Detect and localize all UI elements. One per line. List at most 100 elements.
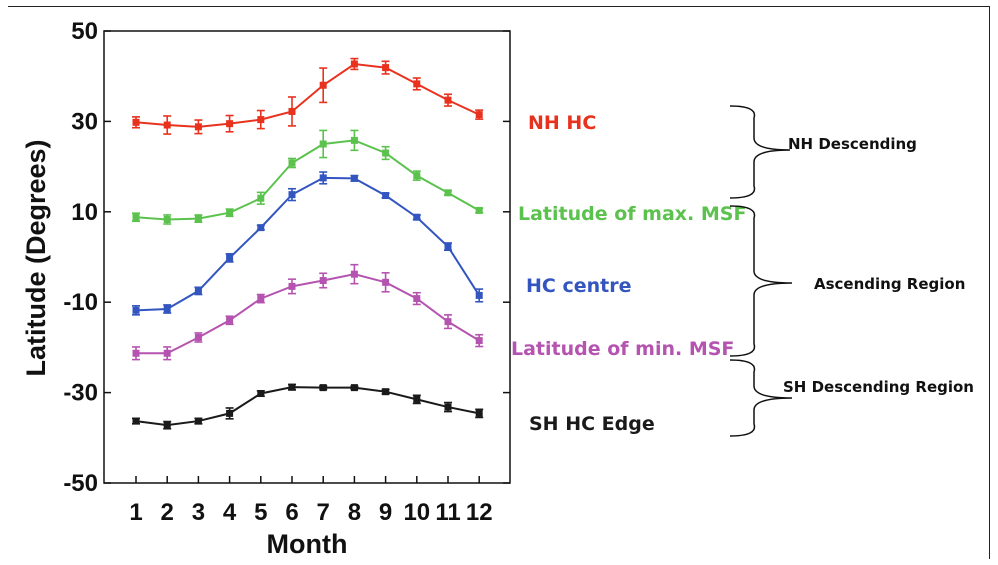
data-point [413,213,421,221]
region-label: SH Descending Region [783,378,974,396]
data-point [288,159,296,167]
data-point [226,120,234,128]
x-tick-label: 2 [161,499,174,526]
data-point [257,390,265,398]
data-point [194,215,202,223]
series-label: NH HC [528,112,596,134]
data-point [319,277,327,285]
data-point [382,278,390,286]
series-3 [132,263,484,361]
data-point [444,189,452,197]
data-point [413,295,421,303]
data-point [257,295,265,303]
data-point [444,96,452,104]
figure-frame [8,6,990,559]
data-point [226,254,234,262]
y-tick-label: -30 [63,380,98,407]
x-tick-label: 10 [403,499,430,526]
series-1 [132,129,484,225]
data-point [444,318,452,326]
y-axis-title: Latitude (Degrees) [21,139,51,376]
data-point [132,306,140,314]
data-point [475,409,483,417]
data-point [163,349,171,357]
data-point [350,136,358,144]
y-tick-label: -50 [63,470,98,497]
data-point [132,349,140,357]
x-tick-label: 12 [466,499,493,526]
series-label: HC centre [526,275,631,297]
data-point [288,282,296,290]
data-point [132,118,140,126]
x-tick-label: 8 [348,499,361,526]
data-point [319,384,327,392]
data-point [226,316,234,324]
data-point [288,107,296,115]
series-0 [132,57,484,135]
data-point [194,417,202,425]
y-tick-label: 50 [71,18,98,45]
data-point [382,64,390,72]
series-4 [132,383,484,430]
region-brace [729,205,793,357]
region-brace [729,105,791,199]
series-line [135,386,480,427]
data-point [413,80,421,88]
data-point [194,333,202,341]
y-tick-label: 30 [71,108,98,135]
series-2 [132,171,484,316]
series-label: Latitude of max. MSF [518,203,746,225]
series-line [135,176,481,312]
x-tick-label: 3 [192,499,205,526]
data-point [350,174,358,182]
data-point [163,121,171,129]
data-point [475,337,483,345]
data-point [194,287,202,295]
data-point [382,192,390,200]
data-point [444,243,452,251]
data-point [132,213,140,221]
data-point [226,209,234,217]
data-point [382,388,390,396]
x-axis-title: Month [267,529,348,559]
x-tick-label: 11 [435,499,460,526]
data-point [288,191,296,199]
data-point [257,116,265,124]
data-point [132,417,140,425]
data-point [413,172,421,180]
x-tick-label: 4 [223,499,237,526]
data-point [475,206,483,214]
region-label: Ascending Region [814,275,965,293]
series-line [135,62,480,128]
series-label: Latitude of min. MSF [511,338,734,360]
data-point [257,224,265,232]
data-point [475,111,483,119]
data-point [319,140,327,148]
data-point [163,421,171,429]
region-brace [729,359,793,437]
plot-area [103,30,511,484]
x-tick-label: 5 [254,499,267,526]
x-tick-label: 1 [129,499,142,526]
data-point [444,403,452,411]
y-tick-label: -10 [63,289,98,316]
data-point [350,270,358,278]
x-tick-label: 7 [317,499,330,526]
data-point [163,215,171,223]
data-point [226,409,234,417]
data-point [163,305,171,313]
data-point [319,81,327,89]
data-point [382,149,390,157]
x-tick-label: 6 [285,499,298,526]
y-tick-label: 10 [71,199,98,226]
series-label: SH HC Edge [529,413,655,435]
data-point [350,60,358,68]
data-point [475,291,483,299]
data-point [350,384,358,392]
data-point [319,174,327,182]
data-point [413,395,421,403]
region-label: NH Descending [788,135,917,153]
series-line [135,139,480,221]
data-point [257,194,265,202]
